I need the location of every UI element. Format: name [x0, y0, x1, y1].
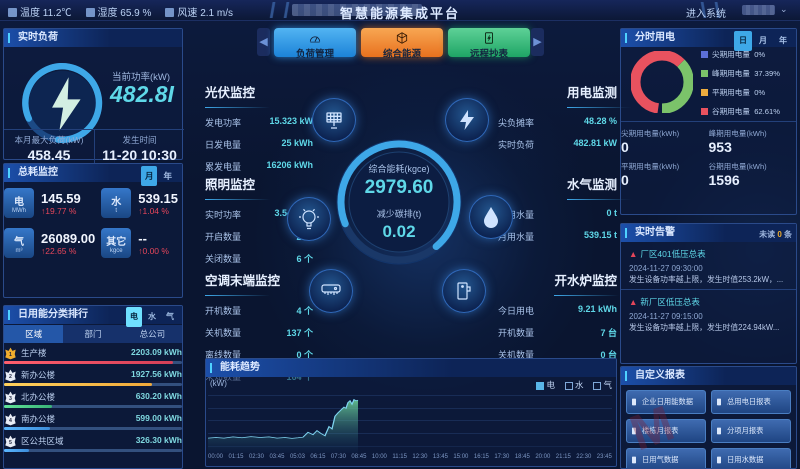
svg-text:5: 5 [9, 440, 12, 446]
svg-text:2: 2 [9, 374, 12, 380]
svg-text:1: 1 [9, 352, 12, 358]
svg-text:4: 4 [9, 418, 12, 424]
svg-text:3: 3 [9, 396, 12, 402]
